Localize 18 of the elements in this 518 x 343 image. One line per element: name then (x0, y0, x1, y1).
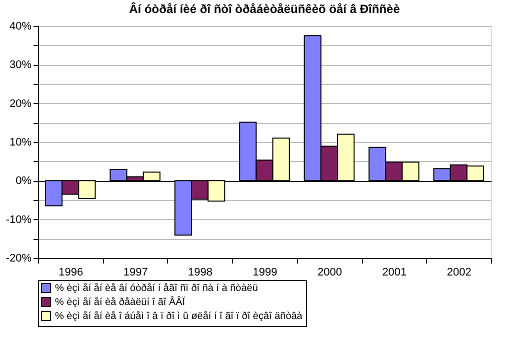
x-tick-label: 1997 (123, 266, 148, 278)
y-tick-label: 10% (9, 136, 32, 148)
y-tick-label: 40% (9, 20, 32, 32)
x-tick-label: 2000 (317, 266, 342, 278)
y-tick-label: 30% (9, 59, 32, 72)
y-tick-label: 20% (9, 98, 32, 110)
x-tick-label: 1999 (252, 266, 278, 278)
legend-label: % èçì åí åí èå î áúåì î â ï ðî ì û øëåí í î ãî ï ðî èçâî äñòâà (55, 310, 303, 322)
x-tick-label: 2002 (446, 266, 472, 278)
legend-label: % èçì åí åí èå âí óòðåí í åãî ñï ðî ñà í à ñòàëü (55, 282, 258, 294)
x-tick-label: 2001 (382, 266, 407, 278)
x-tick-label: 1998 (188, 266, 213, 278)
y-tick-label: 0% (16, 175, 32, 188)
legend-label: % èçì åí åí èå ðåàëüí î ãî ÂÂÏ (55, 296, 186, 308)
x-tick-label: 1996 (58, 266, 84, 278)
y-tick-label: -10% (6, 214, 32, 226)
y-tick-label: -20% (6, 252, 32, 264)
chart-title: Âí óòðåí íèé ðî ñòî òðåáèòåëüñêèõ öåí â Ðîññèè (129, 2, 400, 16)
